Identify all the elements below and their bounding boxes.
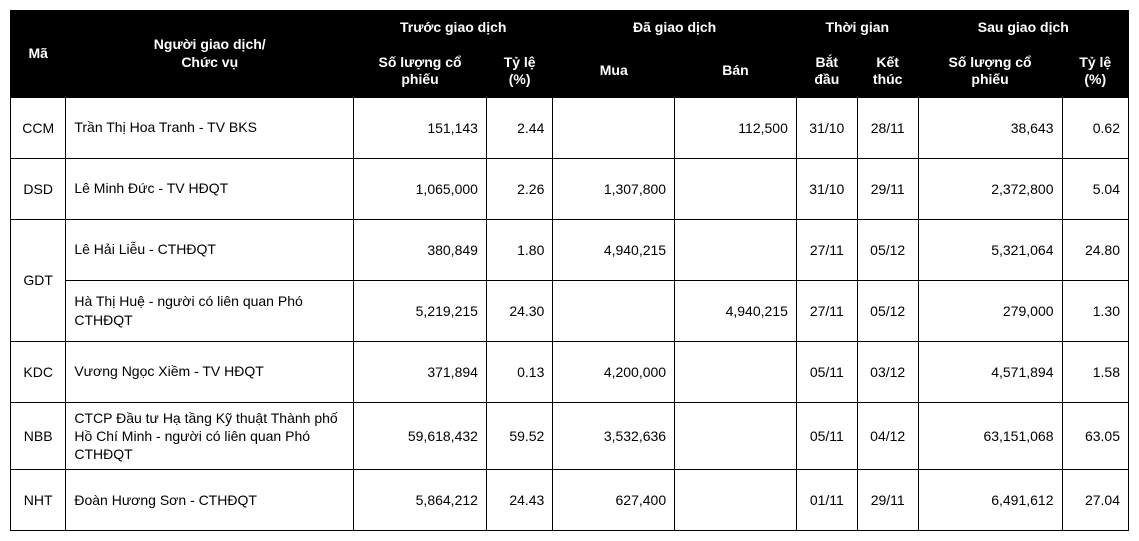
cell-end: 04/12 xyxy=(857,402,918,470)
cell-after-pct: 0.62 xyxy=(1062,97,1128,158)
table-row: Hà Thị Huệ - người có liên quan Phó CTHĐ… xyxy=(11,280,1129,341)
cell-ban: 112,500 xyxy=(675,97,797,158)
table-row: DSDLê Minh Đức - TV HĐQT1,065,0002.261,3… xyxy=(11,158,1129,219)
cell-before-qty: 5,219,215 xyxy=(354,280,487,341)
cell-after-pct: 63.05 xyxy=(1062,402,1128,470)
cell-mua: 1,307,800 xyxy=(553,158,675,219)
cell-mua: 4,200,000 xyxy=(553,341,675,402)
table-row: GDTLê Hải Liễu - CTHĐQT380,8491.804,940,… xyxy=(11,219,1129,280)
table-body: CCMTrần Thị Hoa Tranh - TV BKS151,1432.4… xyxy=(11,97,1129,531)
table-row: CCMTrần Thị Hoa Tranh - TV BKS151,1432.4… xyxy=(11,97,1129,158)
cell-after-qty: 38,643 xyxy=(918,97,1062,158)
cell-start: 27/11 xyxy=(796,280,857,341)
cell-code: DSD xyxy=(11,158,66,219)
col-batdau: Bắtđầu xyxy=(796,45,857,97)
cell-before-pct: 24.30 xyxy=(486,280,552,341)
cell-after-pct: 24.80 xyxy=(1062,219,1128,280)
cell-end: 05/12 xyxy=(857,219,918,280)
cell-person: Vương Ngọc Xiềm - TV HĐQT xyxy=(66,341,354,402)
cell-code: NHT xyxy=(11,470,66,531)
cell-before-qty: 380,849 xyxy=(354,219,487,280)
cell-after-pct: 27.04 xyxy=(1062,470,1128,531)
cell-before-pct: 0.13 xyxy=(486,341,552,402)
cell-ban xyxy=(675,158,797,219)
col-truoc-pct: Tỷ lệ(%) xyxy=(486,45,552,97)
table-row: NBBCTCP Đầu tư Hạ tầng Kỹ thuật Thành ph… xyxy=(11,402,1129,470)
table-row: NHTĐoàn Hương Sơn - CTHĐQT5,864,21224.43… xyxy=(11,470,1129,531)
cell-before-pct: 2.26 xyxy=(486,158,552,219)
col-ma: Mã xyxy=(11,11,66,98)
cell-start: 05/11 xyxy=(796,402,857,470)
col-truoc-qty: Số lượng cổphiếu xyxy=(354,45,487,97)
cell-ban: 4,940,215 xyxy=(675,280,797,341)
cell-ban xyxy=(675,470,797,531)
cell-after-pct: 5.04 xyxy=(1062,158,1128,219)
cell-ban xyxy=(675,341,797,402)
cell-start: 01/11 xyxy=(796,470,857,531)
col-ban: Bán xyxy=(675,45,797,97)
col-nguoi: Người giao dịch/Chức vụ xyxy=(66,11,354,98)
cell-end: 28/11 xyxy=(857,97,918,158)
cell-person: Đoàn Hương Sơn - CTHĐQT xyxy=(66,470,354,531)
cell-before-pct: 59.52 xyxy=(486,402,552,470)
cell-after-qty: 4,571,894 xyxy=(918,341,1062,402)
cell-mua: 4,940,215 xyxy=(553,219,675,280)
cell-before-qty: 59,618,432 xyxy=(354,402,487,470)
colgroup-truoc: Trước giao dịch xyxy=(354,11,553,46)
transactions-table: Mã Người giao dịch/Chức vụ Trước giao dị… xyxy=(10,10,1129,531)
table-header: Mã Người giao dịch/Chức vụ Trước giao dị… xyxy=(11,11,1129,98)
colgroup-da: Đã giao dịch xyxy=(553,11,797,46)
cell-after-qty: 63,151,068 xyxy=(918,402,1062,470)
cell-after-qty: 279,000 xyxy=(918,280,1062,341)
cell-person: Hà Thị Huệ - người có liên quan Phó CTHĐ… xyxy=(66,280,354,341)
cell-after-pct: 1.58 xyxy=(1062,341,1128,402)
cell-start: 27/11 xyxy=(796,219,857,280)
cell-code: GDT xyxy=(11,219,66,341)
col-sau-qty: Số lượng cổphiếu xyxy=(918,45,1062,97)
cell-code: CCM xyxy=(11,97,66,158)
table-row: KDCVương Ngọc Xiềm - TV HĐQT371,8940.134… xyxy=(11,341,1129,402)
cell-mua xyxy=(553,97,675,158)
cell-start: 31/10 xyxy=(796,97,857,158)
cell-before-qty: 1,065,000 xyxy=(354,158,487,219)
cell-after-qty: 2,372,800 xyxy=(918,158,1062,219)
cell-mua xyxy=(553,280,675,341)
cell-before-qty: 5,864,212 xyxy=(354,470,487,531)
cell-end: 03/12 xyxy=(857,341,918,402)
cell-before-qty: 151,143 xyxy=(354,97,487,158)
cell-mua: 3,532,636 xyxy=(553,402,675,470)
cell-ban xyxy=(675,402,797,470)
cell-after-qty: 6,491,612 xyxy=(918,470,1062,531)
cell-person: Lê Hải Liễu - CTHĐQT xyxy=(66,219,354,280)
col-mua: Mua xyxy=(553,45,675,97)
cell-code: NBB xyxy=(11,402,66,470)
colgroup-sau: Sau giao dịch xyxy=(918,11,1128,46)
cell-before-pct: 2.44 xyxy=(486,97,552,158)
cell-before-pct: 24.43 xyxy=(486,470,552,531)
cell-after-pct: 1.30 xyxy=(1062,280,1128,341)
cell-before-qty: 371,894 xyxy=(354,341,487,402)
cell-code: KDC xyxy=(11,341,66,402)
cell-end: 05/12 xyxy=(857,280,918,341)
cell-person: Lê Minh Đức - TV HĐQT xyxy=(66,158,354,219)
cell-end: 29/11 xyxy=(857,158,918,219)
col-ketthuc: Kếtthúc xyxy=(857,45,918,97)
cell-after-qty: 5,321,064 xyxy=(918,219,1062,280)
cell-start: 31/10 xyxy=(796,158,857,219)
cell-before-pct: 1.80 xyxy=(486,219,552,280)
cell-end: 29/11 xyxy=(857,470,918,531)
cell-person: CTCP Đầu tư Hạ tầng Kỹ thuật Thành phố H… xyxy=(66,402,354,470)
col-sau-pct: Tỷ lệ(%) xyxy=(1062,45,1128,97)
cell-mua: 627,400 xyxy=(553,470,675,531)
cell-start: 05/11 xyxy=(796,341,857,402)
cell-person: Trần Thị Hoa Tranh - TV BKS xyxy=(66,97,354,158)
cell-ban xyxy=(675,219,797,280)
colgroup-thoigian: Thời gian xyxy=(796,11,918,46)
